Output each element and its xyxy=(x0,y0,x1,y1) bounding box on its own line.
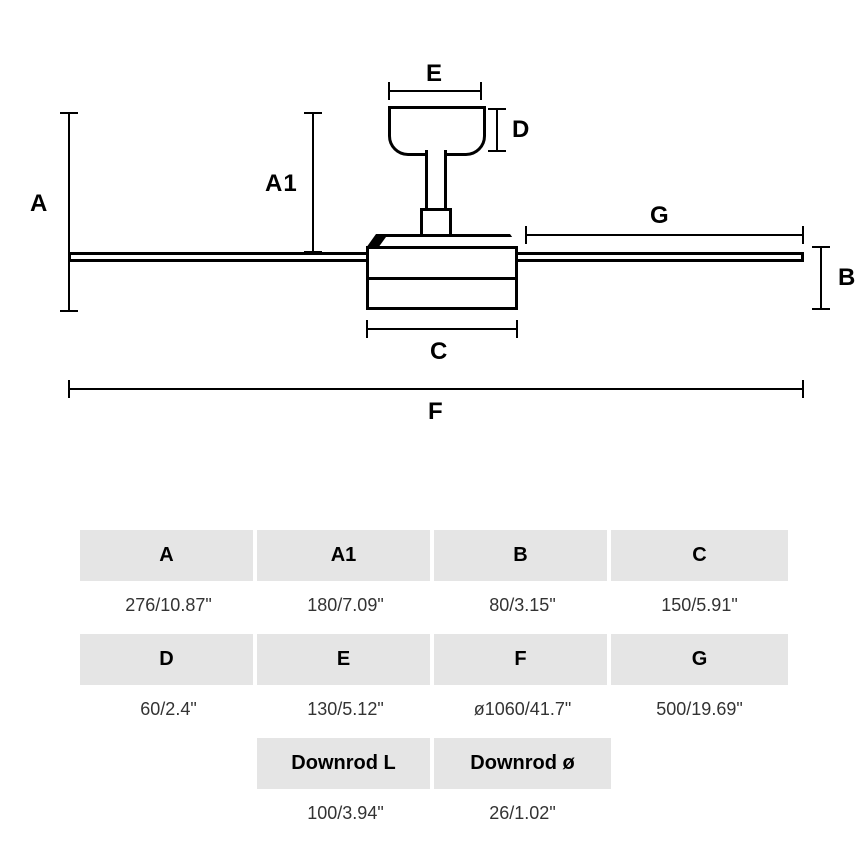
col-head-A1: A1 xyxy=(257,530,434,581)
col-head-downrod-L: Downrod L xyxy=(257,738,434,789)
motor-divider xyxy=(368,277,516,280)
blade-right-cap xyxy=(801,252,804,262)
dim-C-line xyxy=(366,328,518,330)
dim-A-tick-top xyxy=(60,112,78,114)
table-row-3-vals: 100/3.94" 26/1.02" xyxy=(80,789,788,842)
val-G: 500/19.69" xyxy=(611,685,788,738)
dim-E-tick-r xyxy=(480,82,482,100)
dim-A1-tick-top xyxy=(304,112,322,114)
dim-G-tick-r xyxy=(802,226,804,244)
label-D: D xyxy=(512,116,530,144)
dim-F-tick-r xyxy=(802,380,804,398)
dim-E-tick-l xyxy=(388,82,390,100)
dim-C-tick-l xyxy=(366,320,368,338)
col-head-F: F xyxy=(434,634,611,685)
dim-D-tick-b xyxy=(488,150,506,152)
val-downrod-L: 100/3.94" xyxy=(257,789,434,842)
blade-right-top xyxy=(518,252,804,255)
label-A1: A1 xyxy=(265,170,298,198)
label-E: E xyxy=(426,60,443,88)
dimension-table: A A1 B C 276/10.87" 180/7.09" 80/3.15" 1… xyxy=(80,530,788,842)
dim-G-line xyxy=(525,234,803,236)
blade-left-bot xyxy=(68,259,366,262)
dim-E-line xyxy=(388,90,482,92)
dim-D-tick-t xyxy=(488,108,506,110)
dim-C-tick-r xyxy=(516,320,518,338)
downrod xyxy=(425,150,447,210)
val-C: 150/5.91" xyxy=(611,581,788,634)
canopy xyxy=(388,106,486,156)
dim-A1-line xyxy=(312,112,314,252)
val-A: 276/10.87" xyxy=(80,581,257,634)
table-row-1-vals: 276/10.87" 180/7.09" 80/3.15" 150/5.91" xyxy=(80,581,788,634)
col-head-D: D xyxy=(80,634,257,685)
col-head-downrod-d: Downrod ø xyxy=(434,738,611,789)
table-row-1-head: A A1 B C xyxy=(80,530,788,581)
col-head-A: A xyxy=(80,530,257,581)
blade-right-bot xyxy=(518,259,804,262)
col-head-E: E xyxy=(257,634,434,685)
dim-F-line xyxy=(68,388,804,390)
val-F: ø1060/41.7" xyxy=(434,685,611,738)
val-downrod-d: 26/1.02" xyxy=(434,789,611,842)
dim-B-line xyxy=(820,246,822,310)
val-B: 80/3.15" xyxy=(434,581,611,634)
label-F: F xyxy=(428,398,444,426)
val-D: 60/2.4" xyxy=(80,685,257,738)
dim-B-tick-t xyxy=(812,246,830,248)
blade-left-cap xyxy=(68,252,71,262)
dim-B-tick-b xyxy=(812,308,830,310)
label-G: G xyxy=(650,202,670,230)
val-E: 130/5.12" xyxy=(257,685,434,738)
val-A1: 180/7.09" xyxy=(257,581,434,634)
dim-F-tick-l xyxy=(68,380,70,398)
label-B: B xyxy=(838,264,856,292)
label-C: C xyxy=(430,338,448,366)
fan-dimension-diagram: A A1 E D B G C F xyxy=(0,0,868,440)
blade-left-top xyxy=(68,252,366,255)
table-row-2-vals: 60/2.4" 130/5.12" ø1060/41.7" 500/19.69" xyxy=(80,685,788,738)
dim-A-tick-bot xyxy=(60,310,78,312)
col-head-C: C xyxy=(611,530,788,581)
dim-G-tick-l xyxy=(525,226,527,244)
col-head-G: G xyxy=(611,634,788,685)
table-row-3-head: Downrod L Downrod ø xyxy=(80,738,788,789)
table-row-2-head: D E F G xyxy=(80,634,788,685)
label-A: A xyxy=(30,190,48,218)
dim-A-line xyxy=(68,112,70,310)
dim-D-line xyxy=(496,108,498,152)
col-head-B: B xyxy=(434,530,611,581)
